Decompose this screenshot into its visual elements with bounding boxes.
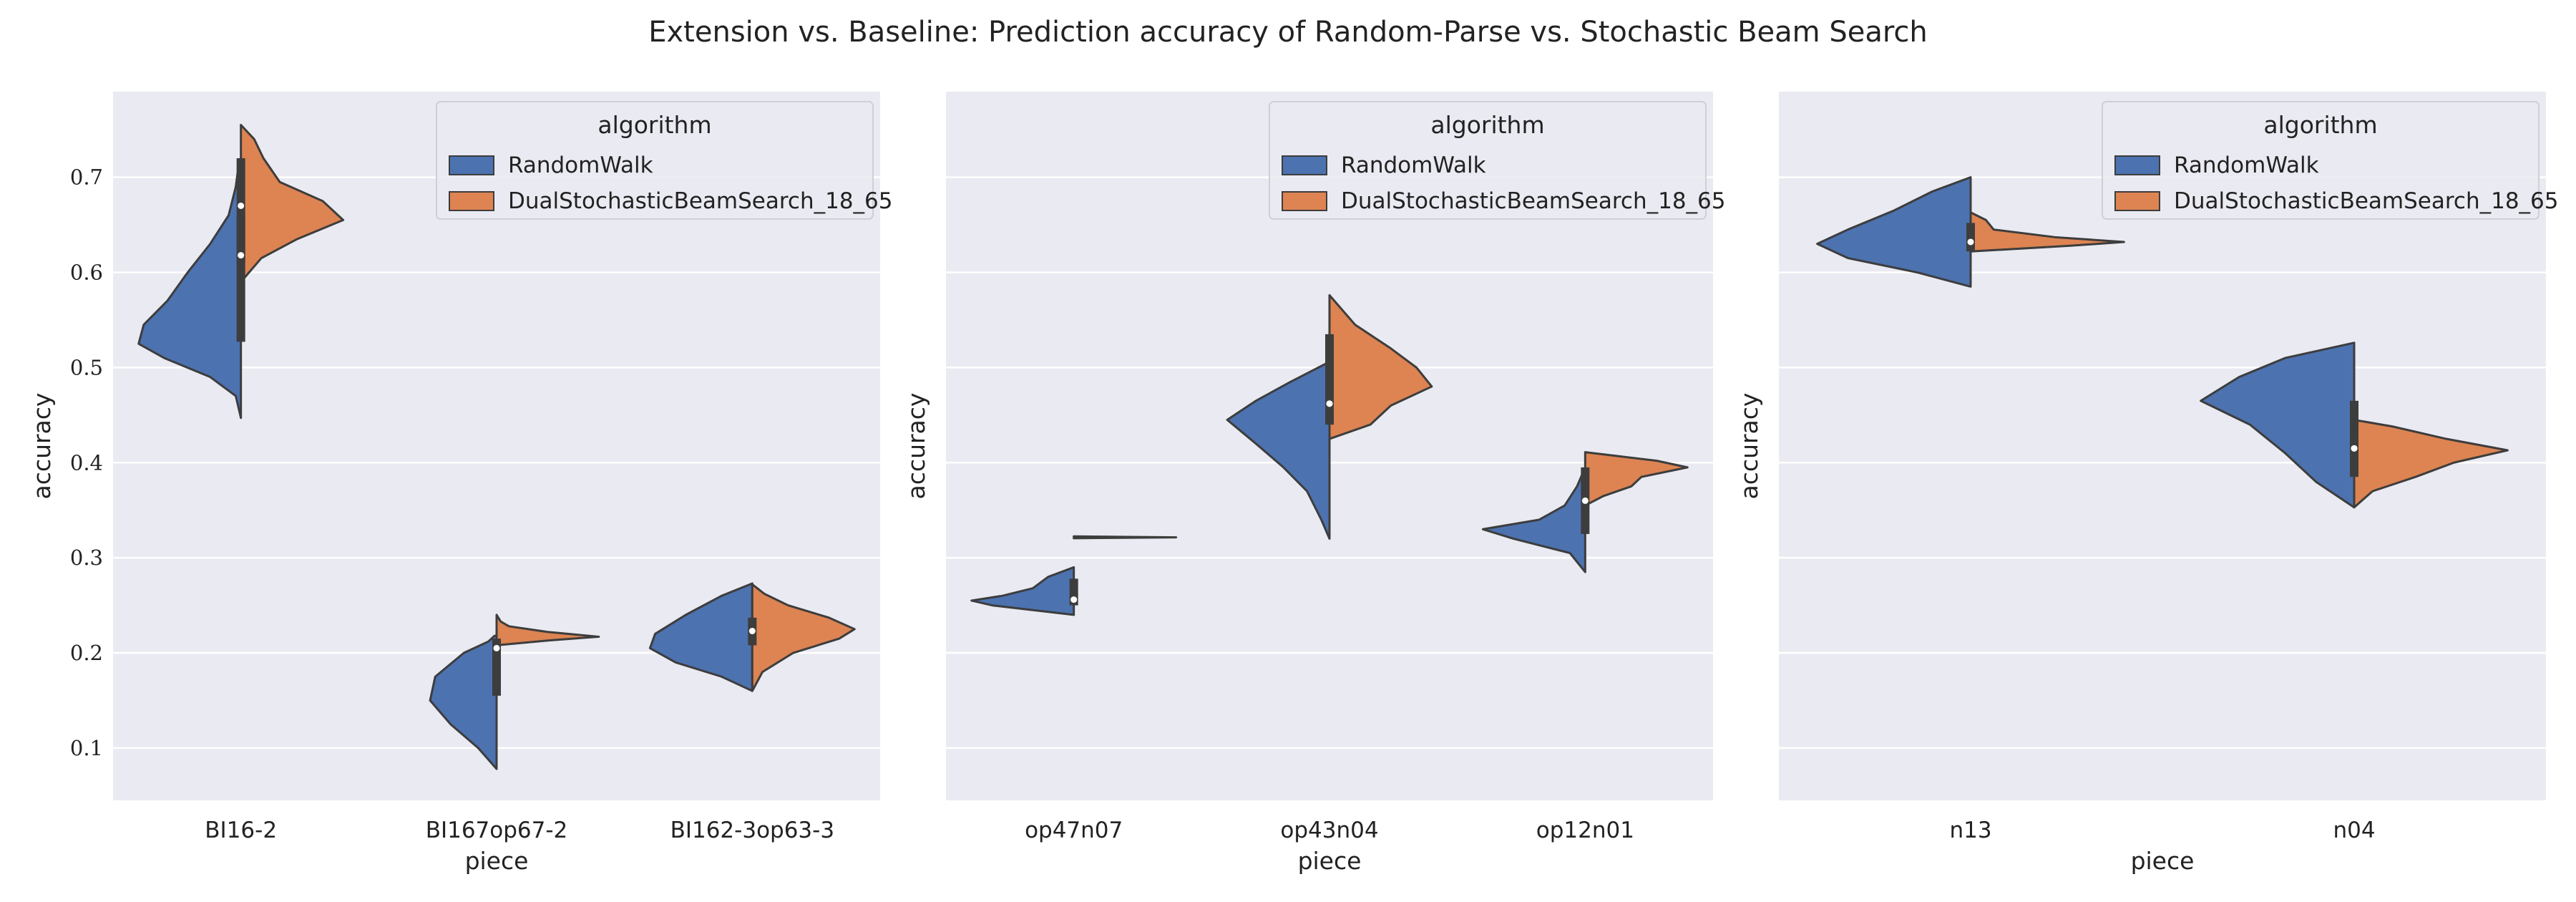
y-axis-label: accuracy <box>1735 393 1763 500</box>
inner-box <box>492 639 501 696</box>
y-tick-label: 0.7 <box>70 165 103 190</box>
legend-frame <box>436 101 874 220</box>
median-dot <box>238 202 245 209</box>
median-dot <box>493 644 500 651</box>
legend: algorithm RandomWalk DualStochasticBeamSea… <box>436 101 893 220</box>
legend-swatch <box>449 191 494 211</box>
panels: 0.1 0.2 0.3 0.4 0.5 0.6 0.7 accuracy BI16-2 BI167… <box>28 92 2559 875</box>
x-tick-label: BI162-3op63-3 <box>670 818 835 843</box>
x-tick-label: op47n07 <box>1025 818 1123 843</box>
legend-entry-label: DualStochasticBeamSearch_18_65 <box>2174 188 2559 214</box>
panel-2: accuracy op47n07 op43n04 op12n01 piece algori… <box>902 92 1726 875</box>
median-dot <box>238 252 245 259</box>
x-axis-label: piece <box>1298 847 1362 875</box>
median-dot <box>1326 400 1333 407</box>
inner-box <box>1325 334 1334 425</box>
violin-dsbs-op47n07 <box>1073 535 1178 540</box>
y-tick-label: 0.2 <box>70 641 103 665</box>
legend-title: algorithm <box>2263 111 2377 139</box>
violin-randomwalk-op47n07 <box>970 566 1075 616</box>
legend: algorithm RandomWalk DualStochasticBeamSea… <box>2102 101 2559 220</box>
legend-frame <box>1269 101 1707 220</box>
violin-randomwalk-n13 <box>1816 176 1972 288</box>
median-dot <box>1581 497 1589 504</box>
figure-title: Extension vs. Baseline: Prediction accur… <box>648 16 1928 49</box>
legend-entry-label: RandomWalk <box>508 152 653 178</box>
violin-randomwalk-bi162-3op63-3 <box>648 582 753 692</box>
violin-dsbs-bi162-3op63-3 <box>751 583 856 692</box>
violin-randomwalk-op43n04 <box>1226 360 1331 540</box>
x-tick-label: op12n01 <box>1536 818 1634 843</box>
x-axis-label: piece <box>2131 847 2195 875</box>
y-tick-label: 0.4 <box>70 450 103 475</box>
x-tick-label: op43n04 <box>1280 818 1378 843</box>
legend-swatch <box>1282 191 1327 211</box>
panel-1: 0.1 0.2 0.3 0.4 0.5 0.6 0.7 accuracy BI16-2 BI167… <box>28 92 893 875</box>
legend-swatch <box>2114 155 2160 175</box>
median-dot <box>1967 238 1974 246</box>
legend-swatch <box>2114 191 2160 211</box>
violin-dsbs-bi167op67-2 <box>495 614 600 646</box>
legend-entry-label: DualStochasticBeamSearch_18_65 <box>1341 188 1726 214</box>
x-tick-label: n13 <box>1949 818 1991 843</box>
legend-entry-label: DualStochasticBeamSearch_18_65 <box>508 188 893 214</box>
legend-title: algorithm <box>597 111 711 139</box>
y-tick-label: 0.1 <box>70 736 103 760</box>
y-tick-label: 0.6 <box>70 260 103 284</box>
violin-dsbs-op12n01 <box>1584 451 1689 507</box>
legend-swatch <box>449 155 494 175</box>
legend-entry-label: RandomWalk <box>2174 152 2319 178</box>
violin-randomwalk-n04 <box>2200 341 2356 509</box>
median-dot <box>748 627 756 634</box>
x-tick-label: BI167op67-2 <box>426 818 568 843</box>
x-tick-label: n04 <box>2333 818 2375 843</box>
y-tick-label: 0.3 <box>70 545 103 570</box>
inner-box <box>236 158 245 263</box>
y-axis-label: accuracy <box>902 393 930 500</box>
median-dot <box>1070 596 1078 603</box>
y-axis-label: accuracy <box>28 393 56 500</box>
legend-swatch <box>1282 155 1327 175</box>
legend-frame <box>2102 101 2540 220</box>
panel-3: accuracy n13 n04 piece algorithm RandomWalk Du… <box>1735 92 2559 875</box>
legend-entry-label: RandomWalk <box>1341 152 1486 178</box>
y-tick-label: 0.5 <box>70 355 103 379</box>
x-tick-label: BI16-2 <box>205 818 277 843</box>
violin-dsbs-bi16-2 <box>240 124 345 283</box>
legend-title: algorithm <box>1430 111 1544 139</box>
legend: algorithm RandomWalk DualStochasticBeamSea… <box>1269 101 1726 220</box>
violin-dsbs-op43n04 <box>1328 294 1433 440</box>
median-dot <box>2351 445 2358 452</box>
x-axis-label: piece <box>465 847 529 875</box>
violin-dsbs-n13 <box>1969 211 2125 253</box>
violin-dsbs-n04 <box>2353 418 2509 509</box>
inner-box <box>1966 223 1975 252</box>
